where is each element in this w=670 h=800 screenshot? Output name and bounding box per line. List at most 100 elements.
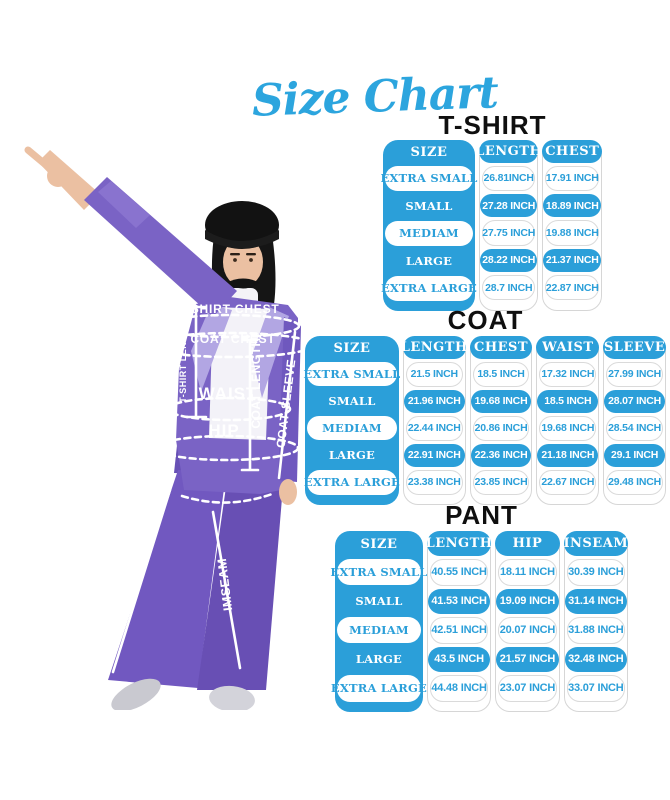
value-cell: 17.91 INCH	[545, 165, 599, 192]
value-cell: 28.22 INCH	[479, 248, 538, 273]
coat-section-heading: COAT	[447, 305, 524, 335]
value-cell: 29.1 INCH	[604, 443, 665, 467]
figure-label-hip: HIP	[208, 421, 239, 440]
size-cell: LARGE	[328, 448, 375, 463]
size-column: SIZE EXTRA SMALL SMALL MEDIAM LARGE EXTRA LAR…	[330, 531, 427, 712]
value-cell: 23.85 INCH	[472, 469, 530, 495]
column-header: LENGTH	[401, 336, 467, 359]
hip-ellipse	[154, 434, 300, 462]
size-cell: EXTRA SMALL	[380, 166, 477, 191]
size-cell: MEDIAM	[385, 221, 473, 246]
value-column: CHEST 18.5 INCH 19.68 INCH 20.86 INCH 22.36 …	[469, 336, 533, 505]
column-header: SLEEVE	[603, 336, 666, 359]
value-cell: 31.14 INCH	[564, 588, 628, 614]
size-column: SIZE EXTRA SMALL SMALL MEDIAM LARGE EXTRA LAR…	[303, 336, 400, 505]
coat-size-table: SIZE EXTRA SMALL SMALL MEDIAM LARGE EXTRA LAR…	[303, 336, 666, 505]
figure-hat-band	[205, 230, 279, 249]
column-header: CHEST	[469, 336, 533, 359]
value-cell: 19.88 INCH	[545, 220, 599, 246]
figure-right-leg	[197, 473, 284, 690]
value-column: LENGTH 26.81INCH 27.28 INCH 27.75 INCH 28.22…	[475, 140, 542, 311]
value-cell: 27.99 INCH	[606, 361, 663, 387]
costume-figure-svg: T-SHIRT CHEST COAT CHEST WAIST HIP T-SHI…	[24, 146, 315, 713]
figure-label-tshirt-length: T-SHIRT LENGTH	[178, 321, 188, 403]
waist-ellipse	[166, 396, 292, 422]
value-cell: 23.38 INCH	[405, 469, 463, 495]
figure-brow	[246, 253, 256, 256]
size-cell: SMALL	[405, 198, 453, 213]
value-column: CHEST 17.91 INCH 18.89 INCH 19.88 INCH 21.37…	[542, 140, 602, 311]
pant-size-table: SIZE EXTRA SMALL SMALL MEDIAM LARGE EXTRA LAR…	[330, 531, 629, 712]
value-cell: 27.28 INCH	[479, 194, 538, 218]
size-cell: EXTRA LARGE	[304, 470, 400, 495]
value-cell: 21.5 INCH	[405, 361, 463, 387]
value-cell: 42.51 INCH	[429, 616, 489, 644]
value-cell: 31.88 INCH	[566, 616, 626, 644]
value-cell: 40.55 INCH	[429, 558, 489, 586]
figure-label-waist: WAIST	[199, 384, 258, 403]
size-column: SIZE EXTRA SMALL SMALL MEDIAM LARGE EXTRA LAR…	[380, 140, 477, 311]
value-cell: 26.81INCH	[481, 165, 536, 192]
size-cell: EXTRA SMALL	[330, 558, 427, 585]
figure-sleeve-highlight	[98, 181, 150, 228]
value-cell: 22.67 INCH	[539, 469, 597, 495]
value-cell: 27.75 INCH	[481, 220, 536, 246]
value-cell: 33.07 INCH	[566, 674, 626, 702]
column-header: HIP	[495, 531, 560, 556]
value-cell: 19.09 INCH	[496, 588, 559, 614]
size-cell: SMALL	[355, 593, 403, 608]
figure-face	[223, 237, 263, 287]
value-cell: 29.48 INCH	[606, 469, 663, 495]
column-header: WAIST	[536, 336, 600, 359]
tshirt-chest-ellipse	[157, 313, 301, 339]
value-cell: 21.37 INCH	[543, 248, 601, 273]
value-cell: 17.32 INCH	[539, 361, 597, 387]
figure-mustache	[226, 278, 260, 289]
value-column: LENGTH 21.5 INCH 21.96 INCH 22.44 INCH 22.91…	[401, 336, 467, 505]
coat-length-line	[240, 338, 260, 472]
value-cell: 19.68 INCH	[539, 415, 597, 441]
figure-label-inseam: IMSEAM	[215, 557, 235, 611]
value-cell: 18.5 INCH	[472, 361, 530, 387]
column-header: LENGTH	[475, 140, 542, 164]
value-cell: 20.86 INCH	[472, 415, 530, 441]
value-cell: 22.91 INCH	[403, 443, 465, 467]
value-cell: 18.11 INCH	[498, 558, 557, 586]
value-column: INSEAM 30.39 INCH 31.14 INCH 31.88 INCH 32.4…	[563, 531, 629, 712]
figure-right-lapel	[252, 307, 289, 398]
size-cell: LARGE	[355, 652, 403, 667]
tshirt-section-heading: T-SHIRT	[438, 110, 547, 140]
value-cell: 43.5 INCH	[427, 646, 491, 672]
value-cell: 19.68 INCH	[470, 389, 532, 413]
column-header: LENGTH	[426, 531, 492, 556]
figure-hat	[205, 201, 279, 249]
value-column: SLEEVE 27.99 INCH 28.07 INCH 28.54 INCH 29.1…	[603, 336, 666, 505]
value-cell: 18.89 INCH	[543, 194, 601, 218]
value-column: LENGTH 40.55 INCH 41.53 INCH 42.51 INCH 43.5…	[426, 531, 492, 712]
figure-label-coat-length: COAT LENGTH	[249, 337, 263, 428]
value-cell: 18.5 INCH	[537, 389, 599, 413]
value-cell: 23.07 INCH	[498, 674, 557, 702]
value-cell: 30.39 INCH	[566, 558, 626, 586]
pant-length-line	[111, 488, 172, 674]
column-header: SIZE	[360, 536, 398, 552]
pant-section-heading: PANT	[445, 500, 518, 530]
figure-label-tshirt-chest: T-SHIRT CHEST	[178, 302, 279, 316]
figure-eye	[233, 258, 237, 262]
value-cell: 21.96 INCH	[403, 389, 465, 413]
figure-pointing-finger	[24, 146, 56, 174]
size-cell: EXTRA LARGE	[331, 675, 427, 702]
column-header: INSEAM	[563, 531, 629, 556]
value-column: HIP 18.11 INCH 19.09 INCH 20.07 INCH 21.57 I…	[495, 531, 560, 712]
size-cell: MEDIAM	[337, 617, 421, 644]
figure-label-coat-chest: COAT CHEST	[190, 332, 275, 346]
figure-left-leg	[108, 470, 226, 688]
size-cell: SMALL	[328, 393, 376, 408]
figure-left-sock	[111, 678, 161, 712]
value-cell: 32.48 INCH	[564, 646, 628, 672]
figure-forearm	[38, 150, 100, 210]
figure-eye	[249, 258, 253, 262]
value-cell: 21.57 INCH	[496, 646, 559, 672]
value-cell: 28.07 INCH	[604, 389, 665, 413]
